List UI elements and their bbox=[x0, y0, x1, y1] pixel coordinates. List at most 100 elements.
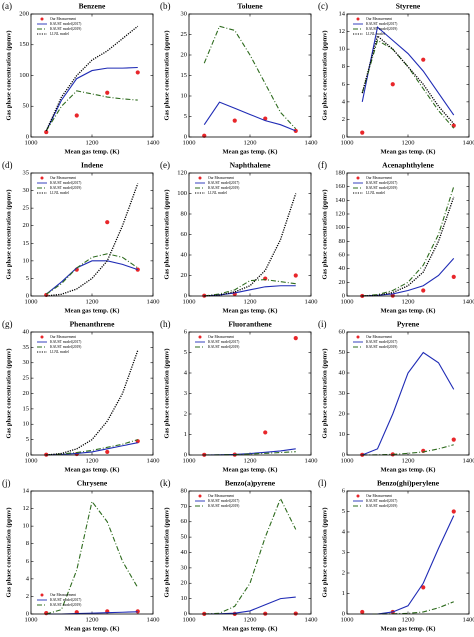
y-tick-label: 140 bbox=[335, 197, 345, 204]
model-line bbox=[46, 183, 139, 297]
x-axis-label: Mean gas temp. (K) bbox=[223, 148, 278, 155]
x-tick-label: 1400 bbox=[463, 139, 474, 146]
y-tick-label: 5 bbox=[26, 275, 29, 282]
panel-letter: (g) bbox=[2, 319, 13, 329]
legend-label: LLNL model bbox=[50, 350, 69, 354]
legend-label: KAUST model(2019) bbox=[366, 27, 398, 31]
plot-frame bbox=[346, 13, 470, 138]
legend-label: Our Measurement bbox=[208, 335, 234, 339]
y-tick-label: 2 bbox=[184, 410, 187, 417]
y-axis-label: Gas phase concentration (ppmv) bbox=[163, 189, 170, 279]
legend-label: KAUST model(2017) bbox=[366, 22, 398, 26]
legend-label: Our Measurement bbox=[50, 17, 76, 21]
x-tick-label: 1200 bbox=[86, 616, 99, 623]
model-line bbox=[203, 25, 297, 130]
y-tick-label: 14 bbox=[339, 10, 346, 17]
legend-label: KAUST model(2019) bbox=[50, 345, 82, 349]
legend-marker bbox=[40, 335, 44, 339]
panel-letter: (i) bbox=[318, 319, 327, 329]
plot-frame bbox=[188, 331, 312, 456]
x-axis-label: Mean gas temp. (K) bbox=[223, 625, 278, 632]
y-tick-label: 40 bbox=[339, 265, 346, 272]
legend-label: KAUST model(2019) bbox=[366, 345, 398, 349]
panel: (c) Styrene 0 2 4 6 8 10 12 14 1000 1200 1400 Mean ga… bbox=[318, 1, 474, 155]
x-tick-label: 1000 bbox=[183, 139, 196, 146]
x-tick-label: 1400 bbox=[305, 457, 318, 464]
y-tick-label: 2 bbox=[342, 569, 345, 576]
y-tick-label: 20 bbox=[181, 272, 188, 279]
y-tick-label: 0 bbox=[26, 610, 29, 617]
y-tick-label: 6 bbox=[342, 81, 346, 88]
legend-label: KAUST model(2019) bbox=[366, 504, 398, 508]
panel-letter: (j) bbox=[2, 478, 11, 488]
legend-label: KAUST model(2017) bbox=[366, 181, 398, 185]
y-tick-label: 30 bbox=[23, 359, 30, 366]
legend-marker bbox=[198, 335, 202, 339]
panel-letter: (d) bbox=[2, 160, 13, 170]
panel: (j) Chrysene 0 2 4 6 8 10 12 14 1000 1200 1400 Mean g… bbox=[2, 478, 160, 632]
y-tick-label: 10 bbox=[23, 523, 30, 530]
legend-label: KAUST model(2017) bbox=[50, 340, 82, 344]
plot-frame bbox=[30, 172, 154, 297]
y-tick-label: 150 bbox=[19, 41, 29, 48]
x-tick-label: 1200 bbox=[86, 298, 99, 305]
y-tick-label: 40 bbox=[181, 549, 188, 556]
y-tick-label: 0 bbox=[184, 610, 187, 617]
plot-frame bbox=[188, 172, 312, 297]
y-tick-label: 180 bbox=[335, 169, 345, 176]
x-tick-label: 1200 bbox=[244, 457, 257, 464]
legend-marker bbox=[198, 494, 202, 498]
y-tick-label: 20 bbox=[23, 390, 30, 397]
y-axis-label: Gas phase concentration (ppmv) bbox=[163, 507, 170, 597]
legend-label: LLNL model bbox=[50, 191, 69, 195]
y-tick-label: 20 bbox=[339, 279, 346, 286]
x-tick-label: 1400 bbox=[463, 616, 474, 623]
x-axis-label: Mean gas temp. (K) bbox=[381, 625, 436, 632]
y-tick-label: 4 bbox=[342, 528, 346, 535]
y-tick-label: 6 bbox=[184, 328, 188, 335]
panel: (a) Benzene 0 50 100 150 200 1000 1200 1400 Mean g… bbox=[2, 1, 160, 155]
x-tick-label: 1400 bbox=[305, 139, 318, 146]
panel: (g) Phenanthrene 0 5 10 15 20 25 30 35 40 1000 1200 1… bbox=[2, 319, 160, 473]
panel-title: Indene bbox=[81, 161, 104, 170]
x-axis-label: Mean gas temp. (K) bbox=[65, 307, 120, 314]
y-tick-label: 0 bbox=[184, 133, 187, 140]
legend-label: Our Measurement bbox=[366, 335, 392, 339]
x-tick-label: 1000 bbox=[341, 139, 354, 146]
model-line bbox=[46, 350, 139, 456]
y-tick-label: 5 bbox=[184, 349, 187, 356]
y-tick-label: 2 bbox=[26, 593, 29, 600]
y-tick-label: 3 bbox=[184, 390, 187, 397]
measurement-point bbox=[293, 273, 298, 278]
legend-label: KAUST model(2017) bbox=[208, 340, 240, 344]
y-tick-label: 20 bbox=[339, 410, 346, 417]
y-tick-label: 14 bbox=[23, 487, 30, 494]
y-tick-label: 0 bbox=[26, 133, 29, 140]
y-tick-label: 6 bbox=[342, 487, 346, 494]
measurement-point bbox=[263, 430, 268, 435]
y-tick-label: 15 bbox=[23, 405, 30, 412]
y-tick-label: 4 bbox=[184, 369, 188, 376]
legend-label: LLNL model bbox=[50, 32, 69, 36]
legend-label: KAUST model(2017) bbox=[50, 598, 82, 602]
x-tick-label: 1400 bbox=[147, 616, 160, 623]
y-tick-label: 3 bbox=[342, 549, 345, 556]
measurement-point bbox=[360, 609, 365, 615]
y-tick-label: 6 bbox=[26, 558, 30, 565]
y-tick-label: 4 bbox=[342, 98, 346, 105]
panel-title: Benzene bbox=[79, 2, 106, 11]
y-tick-label: 100 bbox=[177, 190, 187, 197]
legend-label: Our Measurement bbox=[50, 335, 76, 339]
x-tick-label: 1000 bbox=[25, 616, 38, 623]
plot-frame bbox=[346, 490, 470, 615]
model-line bbox=[362, 351, 455, 456]
measurement-point bbox=[293, 336, 298, 341]
x-tick-label: 1000 bbox=[341, 616, 354, 623]
panel: (b) Toluene 0 5 10 15 20 25 30 1000 1200 1400 Mean g… bbox=[160, 1, 318, 155]
x-tick-label: 1000 bbox=[183, 616, 196, 623]
panel: (f) Acenaphthylene 0 20 40 60 80 100 120 140 160 18… bbox=[318, 160, 474, 314]
measurement-point bbox=[135, 609, 140, 614]
legend-marker bbox=[40, 17, 44, 21]
x-tick-label: 1200 bbox=[402, 616, 415, 623]
